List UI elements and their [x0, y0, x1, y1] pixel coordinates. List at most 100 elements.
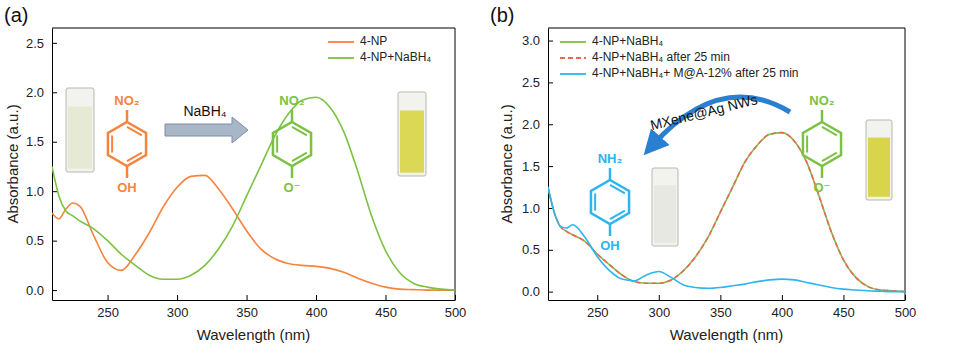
tick-mark: [843, 295, 844, 300]
tick-label: 0.5: [26, 233, 44, 248]
bond: [291, 110, 294, 122]
tick-mark: [597, 295, 598, 300]
tick-label: 300: [167, 305, 189, 320]
spectrum-line: [548, 133, 905, 292]
legend-swatch: [328, 57, 354, 59]
spectrum-line: [548, 133, 905, 292]
tick-mark: [52, 241, 57, 242]
tick-mark: [548, 124, 553, 125]
tick-label: 500: [895, 305, 917, 320]
tick-mark: [52, 92, 57, 93]
tick-label: 250: [587, 305, 609, 320]
tick-mark: [108, 295, 109, 300]
benzene-ring: [273, 122, 311, 166]
axis-title: Wavelength (nm): [670, 326, 784, 343]
double-bond: [111, 135, 113, 152]
tick: 0.5: [26, 233, 57, 248]
annotation: OH: [600, 238, 620, 253]
annotation: NH₂: [598, 151, 623, 166]
benzene-ring: [591, 180, 629, 224]
tick-mark: [659, 295, 660, 300]
legend: 4-NP4-NP+NaBH₄: [328, 34, 431, 64]
frame: [905, 28, 906, 300]
tick-mark: [905, 295, 906, 300]
axis-line: [549, 300, 906, 301]
tick: 300: [167, 295, 189, 320]
tick: 350: [236, 295, 258, 320]
tick: 2.0: [26, 85, 57, 100]
panel-label: (b): [490, 4, 514, 26]
double-bond: [292, 153, 307, 162]
y-axis: 0.00.51.01.52.02.53.0: [522, 29, 553, 301]
tick-mark: [548, 166, 553, 167]
double-bond: [610, 211, 625, 220]
axis-line: [53, 300, 456, 301]
axis-title: Absorbance (a.u.): [4, 104, 21, 223]
annotation: NO₂: [279, 93, 305, 108]
axis-title: Wavelength (nm): [197, 326, 311, 343]
tick-label: 350: [236, 305, 258, 320]
x-axis: 250300350400450500: [549, 295, 917, 320]
panel-label: (a): [4, 4, 28, 26]
cuvette-liquid: [400, 110, 424, 172]
double-bond: [806, 135, 808, 152]
tick-label: 1.0: [26, 184, 44, 199]
tick: 2.5: [522, 75, 553, 90]
y-axis: 0.00.51.01.52.02.5: [26, 29, 57, 301]
tick-label: 1.5: [26, 134, 44, 149]
axis-line: [52, 29, 53, 301]
bond: [821, 166, 824, 178]
tick-mark: [720, 295, 721, 300]
tick-label: 1.0: [522, 201, 540, 216]
tick-mark: [177, 295, 178, 300]
annotation: NaBH₄: [183, 103, 226, 119]
double-bond: [276, 135, 278, 152]
tick: 500: [445, 295, 467, 320]
tick-label: 400: [306, 305, 328, 320]
tick: 2.0: [522, 117, 553, 132]
annotation: MXene@Ag NWs: [649, 91, 760, 133]
tick-label: 350: [710, 305, 732, 320]
tick: 1.0: [522, 201, 553, 216]
tick-label: 0.0: [522, 284, 540, 299]
tick: 3.0: [522, 33, 553, 48]
tick-mark: [247, 295, 248, 300]
tick-mark: [548, 292, 553, 293]
double-bond: [822, 153, 837, 162]
tick-label: 2.5: [522, 75, 540, 90]
benzene-ring: [108, 122, 146, 166]
double-bond: [822, 127, 837, 136]
reaction-arrow: [165, 117, 248, 143]
tick: 1.5: [26, 134, 57, 149]
tick-mark: [316, 295, 317, 300]
tick-mark: [52, 290, 57, 291]
tick: 2.5: [26, 35, 57, 50]
tick: 400: [772, 295, 794, 320]
tick: 500: [895, 295, 917, 320]
legend-label: 4-NP+NaBH₄+ M@A-12% after 25 min: [592, 66, 799, 80]
tick-label: 250: [97, 305, 119, 320]
tick-mark: [548, 250, 553, 251]
cuvette: [866, 120, 892, 200]
legend-swatch: [560, 41, 586, 43]
tick-mark: [548, 82, 553, 83]
cuvette: [652, 168, 678, 246]
tick: 1.5: [522, 159, 553, 174]
double-bond: [127, 127, 142, 136]
tick-mark: [52, 191, 57, 192]
tick: 250: [587, 295, 609, 320]
cuvette-liquid: [868, 138, 890, 197]
tick-mark: [782, 295, 783, 300]
frame: [455, 28, 456, 300]
annotation: NO₂: [809, 93, 835, 108]
bond: [126, 110, 129, 122]
tick: 350: [710, 295, 732, 320]
legend-label: 4-NP: [360, 34, 387, 48]
double-bond: [610, 185, 625, 194]
spectrum-line: [52, 175, 455, 290]
legend-swatch: [328, 41, 354, 43]
tick: 450: [375, 295, 397, 320]
double-bond: [292, 127, 307, 136]
bond: [609, 224, 612, 236]
tick-mark: [52, 142, 57, 143]
